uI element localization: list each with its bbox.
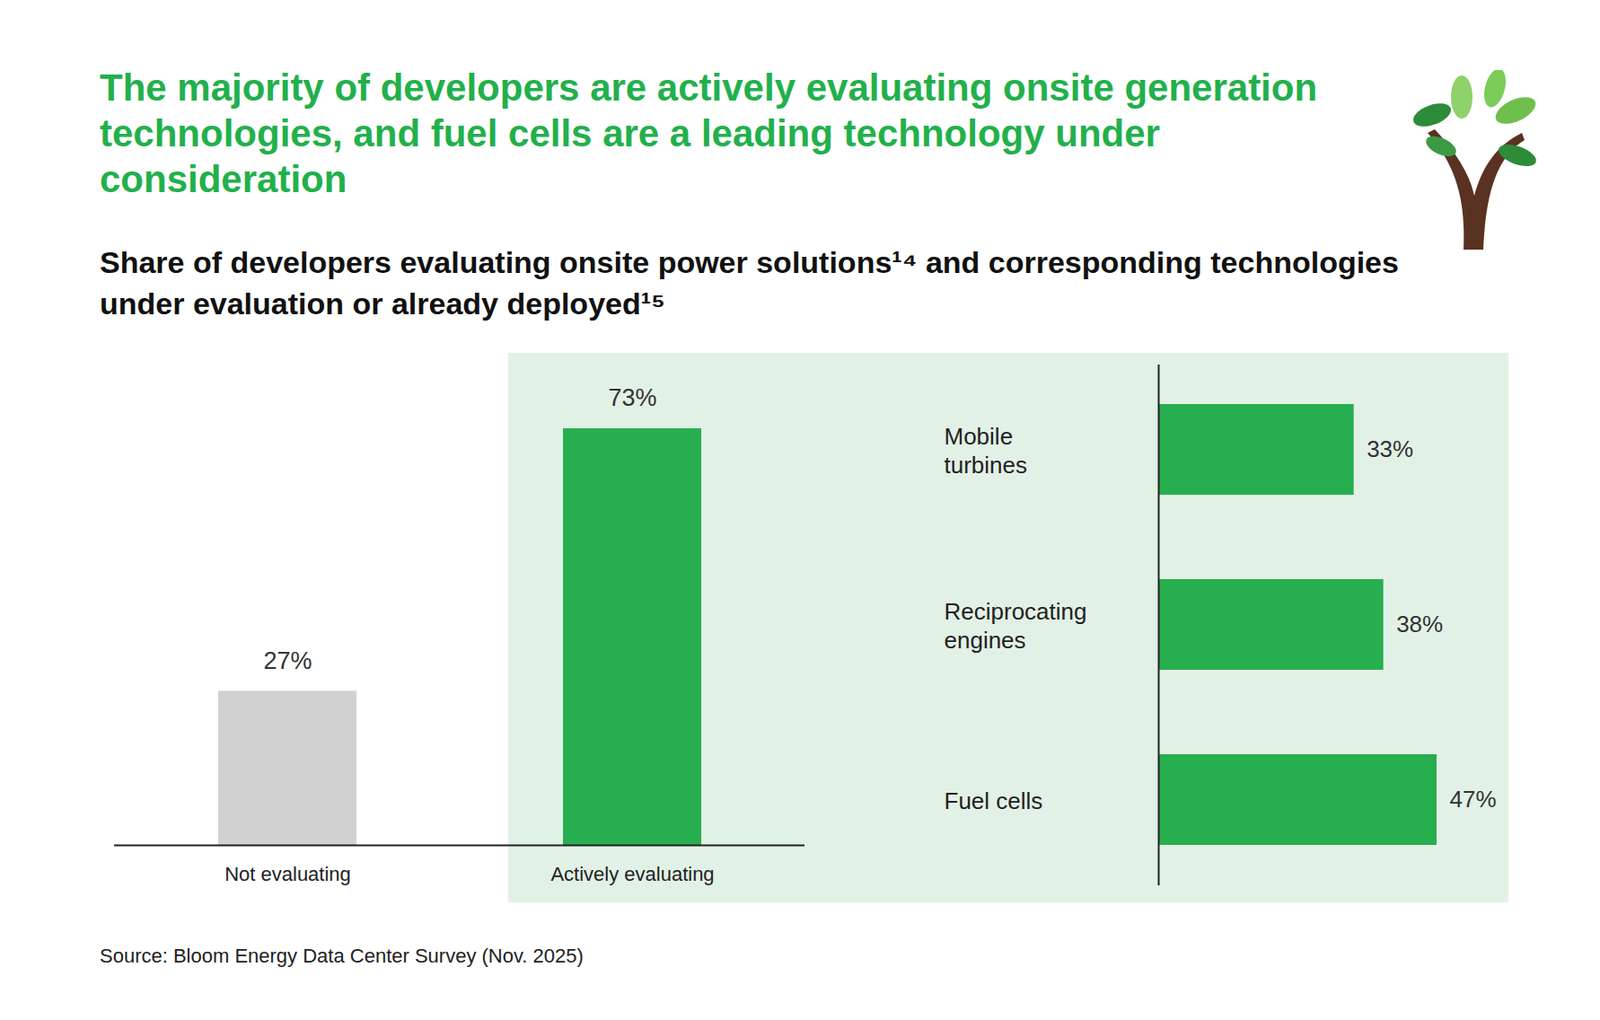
html-text:Source: Bloom Energy Data Cent: Source: Bloom Energy Data Center Survey … bbox=[99, 944, 584, 968]
svg-text:38%: 38% bbox=[1396, 610, 1443, 638]
svg-text:33%: 33% bbox=[1366, 435, 1414, 463]
svg-text:Actively evaluating: Actively evaluating bbox=[550, 862, 714, 886]
svg-text:Fuel cells: Fuel cells bbox=[944, 787, 1044, 815]
html-text:The majority of developers are: The majority of developers are actively … bbox=[99, 66, 1318, 201]
html-text:Share of developers evaluating: Share of developers evaluating onsite po… bbox=[99, 245, 1399, 321]
svg-text:47%: 47% bbox=[1450, 785, 1497, 813]
svg-text:Mobileturbines: Mobileturbines bbox=[944, 422, 1029, 478]
svg-text:27%: 27% bbox=[263, 647, 312, 675]
svg-text:73%: 73% bbox=[607, 384, 657, 412]
svg-text:Not evaluating: Not evaluating bbox=[224, 862, 352, 886]
svg-text:Reciprocatingengines: Reciprocatingengines bbox=[944, 597, 1088, 653]
